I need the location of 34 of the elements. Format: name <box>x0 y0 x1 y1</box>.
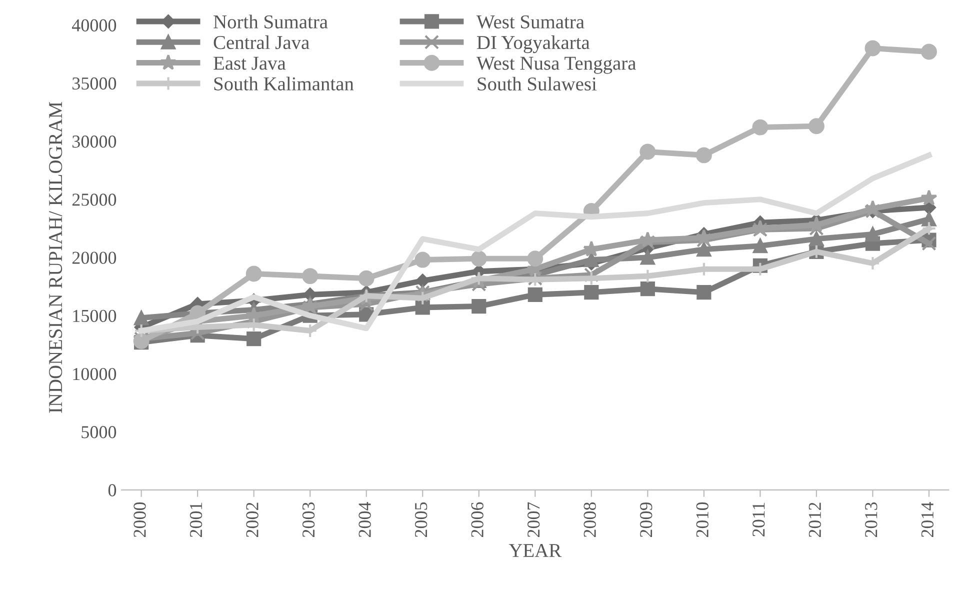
y-tick-label: 25000 <box>72 194 116 206</box>
x-tick-label: 2008 <box>584 502 596 538</box>
legend-label: Central Java <box>214 35 310 50</box>
legend-label: North Sumatra <box>214 14 328 28</box>
x-tick-label: 2004 <box>358 502 371 538</box>
x-tick-label: 2005 <box>414 502 428 538</box>
x-tick-label: 2006 <box>471 502 484 538</box>
legend-label: South Sulawesi <box>478 76 597 91</box>
x-tick-label: 2003 <box>302 502 315 538</box>
y-tick-label: 0 <box>108 484 116 496</box>
x-axis-title: YEAR <box>508 544 562 557</box>
legend-label: DI Yogyakarta <box>477 35 590 54</box>
x-tick-label: 2001 <box>190 502 202 538</box>
y-tick-label: 5000 <box>82 426 116 438</box>
x-tick-label: 2007 <box>527 502 540 538</box>
x-tick-label: 2002 <box>246 502 258 538</box>
y-tick-label: 40000 <box>72 19 116 32</box>
legend-label: West Nusa Tenggara <box>476 56 636 74</box>
legend-label: West Sumatra <box>476 15 584 29</box>
x-tick-label: 2009 <box>640 502 652 538</box>
x-tick-label: 2013 <box>865 502 878 538</box>
x-tick-label: 2012 <box>808 502 821 538</box>
y-tick-label: 15000 <box>73 310 116 322</box>
legend-label: South Kalimantan <box>214 76 354 90</box>
x-tick-label: 2011 <box>752 502 765 536</box>
x-tick-label: 2014 <box>921 502 934 538</box>
x-tick-label: 2000 <box>134 502 146 538</box>
y-tick-label: 20000 <box>72 252 116 264</box>
y-tick-label: 30000 <box>72 136 116 148</box>
y-tick-label: 10000 <box>73 368 116 380</box>
y-axis-title: INDONESIAN RUPIAH/ KILOGRAM <box>49 102 62 413</box>
x-tick-label: 2010 <box>696 502 708 538</box>
legend-label: East Java <box>214 56 286 70</box>
y-tick-label: 35000 <box>72 77 116 90</box>
